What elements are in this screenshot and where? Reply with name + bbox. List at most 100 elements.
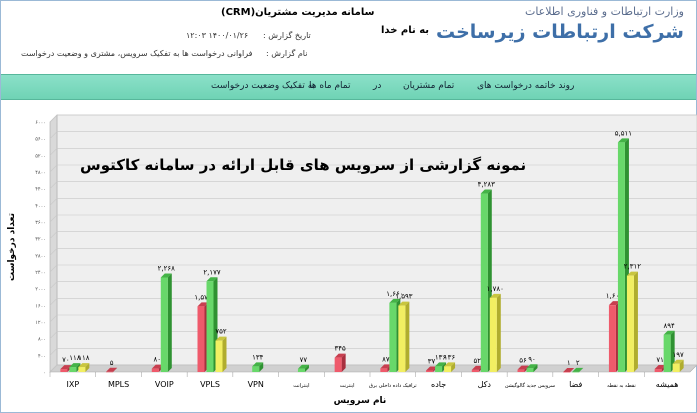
- report-date-value: ۱۴۰۰/۰۱/۲۶ ۱۲:۰۳: [186, 31, 249, 40]
- bar-top-face: [389, 298, 401, 303]
- x-category-label: VPN: [248, 380, 264, 389]
- bar-data-label: ۱,۵۷۶: [194, 293, 212, 301]
- y-tick-label: ۱۲۰۰: [35, 320, 46, 326]
- y-gridline-side: [49, 331, 58, 339]
- bar-data-label: ۲: [576, 359, 580, 367]
- bar: [435, 366, 443, 372]
- y-gridline-side: [49, 214, 58, 223]
- bar-top-face: [160, 273, 172, 278]
- filter-months[interactable]: تمام ماه ها: [309, 81, 351, 91]
- bar-data-label: ۱۳۶: [444, 353, 456, 361]
- y-tick-label: ۵۲۰۰: [35, 153, 46, 159]
- bar-side-face: [496, 293, 501, 372]
- x-category-label: VOIP: [155, 380, 174, 389]
- bar-data-label: ۵۲: [474, 357, 482, 365]
- bar-data-label: ۸۹۴: [664, 322, 676, 330]
- bar-top-face: [197, 302, 209, 307]
- y-tick-label: ۳۶۰۰: [35, 220, 46, 226]
- y-tick-label: ۳۲۰۰: [35, 237, 46, 243]
- bar-data-label: ۳۷: [428, 357, 436, 365]
- bar: [160, 277, 168, 372]
- bar-top-face: [617, 138, 629, 143]
- bar-side-face: [533, 364, 538, 372]
- bar-top-face: [663, 330, 675, 335]
- y-gridline-side: [49, 248, 58, 256]
- bar: [608, 305, 616, 372]
- bar: [654, 369, 662, 372]
- bar-top-face: [78, 363, 90, 368]
- y-tick-label: ۴۰۰: [38, 353, 46, 359]
- y-tick-label: ۱۶۰۰: [35, 303, 46, 309]
- y-tick-label: ۲۰۰۰: [35, 287, 46, 293]
- y-gridline-side: [49, 231, 58, 239]
- x-category-label: سرویس جدید گالوگیشن: [505, 382, 555, 389]
- filter-customers[interactable]: تمام مشتریان: [403, 81, 455, 91]
- x-category-label: فضا: [569, 380, 582, 389]
- filter-report-type[interactable]: روند خاتمه درخواست های: [477, 81, 575, 91]
- bar-top-face: [626, 271, 638, 276]
- y-tick-label: ۴۰۰۰: [35, 203, 46, 209]
- filter-status[interactable]: به تفکیک وضعیت درخواست: [211, 81, 316, 91]
- bar-top-face: [563, 367, 575, 372]
- bar: [215, 340, 223, 372]
- bar: [663, 334, 671, 372]
- y-gridline-side: [49, 114, 58, 123]
- bar-data-label: ۱۳۶: [435, 353, 447, 361]
- y-gridline-side: [49, 364, 58, 373]
- x-category-label: دکل: [478, 380, 492, 389]
- bismillah-text: به نام خدا: [381, 25, 430, 36]
- y-tick-label: ۲۸۰۰: [35, 253, 46, 259]
- bar-data-label: ۴,۲۸۳: [478, 181, 496, 189]
- bar-top-face: [444, 362, 456, 367]
- bar-top-face: [206, 277, 218, 282]
- bar-data-label: ۱۹۷: [673, 351, 685, 359]
- bar-data-label: ۱,۵۹۳: [395, 293, 413, 301]
- bar-data-label: ۵: [110, 359, 114, 367]
- bar-top-face: [489, 293, 501, 298]
- y-tick-label: ۲۴۰۰: [35, 270, 46, 276]
- y-gridline-side: [49, 164, 58, 173]
- bar: [489, 297, 497, 372]
- bar-side-face: [670, 330, 675, 372]
- report-date-label: تاریخ گزارش :: [263, 31, 311, 40]
- company-name: شرکت ارتباطات زیرساخت: [435, 21, 684, 43]
- bar-side-face: [341, 353, 346, 372]
- bar-data-label: ۹۰: [528, 355, 536, 363]
- bar-data-label: ۲,۱۷۷: [203, 268, 221, 276]
- bar: [572, 371, 580, 373]
- bar: [380, 368, 388, 372]
- bar-top-face: [151, 364, 163, 369]
- bar: [297, 368, 305, 372]
- x-category-label: ترافیک داده داخلی برق: [369, 383, 417, 389]
- bar: [252, 366, 260, 372]
- x-axis-title: نام سرویس: [334, 396, 387, 406]
- y-tick-label: ۶۰۰۰: [35, 120, 46, 126]
- bar-data-label: ۲,۲۶۸: [158, 265, 176, 273]
- x-category-label: IXP: [67, 380, 80, 389]
- y-tick-label: ۴۸۰۰: [35, 170, 46, 176]
- bar-data-label: ۱,۶۰۴: [606, 292, 624, 300]
- y-gridline-side: [49, 181, 58, 189]
- bar-top-face: [60, 365, 72, 370]
- bar-data-label: ۱۱۸: [78, 354, 90, 362]
- bar-side-face: [113, 367, 118, 372]
- bar: [563, 371, 571, 373]
- bar-data-label: ۱,۷۸۰: [487, 285, 504, 293]
- bar: [471, 369, 479, 372]
- bar: [617, 142, 625, 372]
- chart-floor: [49, 364, 697, 373]
- service-requests-bar-chart: ۰ ۴۰۰ ۸۰۰ ۱۲۰۰ ۱۶۰۰ ۲۰۰۰ ۲۴۰۰ ۲۸۰۰ ۳۲۰۰ ۳۶۰۰ ۴۰۰۰ ۴…: [7, 114, 697, 406]
- y-gridline-side: [49, 281, 58, 289]
- bar-data-label: ۱: [567, 359, 571, 367]
- bar: [672, 363, 680, 372]
- bar-top-face: [480, 189, 492, 194]
- bar-data-label: ۷۰: [62, 356, 70, 364]
- bar: [398, 305, 406, 372]
- bar-side-face: [405, 301, 410, 372]
- bar-top-face: [297, 364, 309, 369]
- report-filter-bar: روند خاتمه درخواست های تمام مشتریان در ت…: [1, 74, 696, 100]
- bar: [480, 193, 488, 372]
- bar-top-face: [672, 359, 684, 364]
- report-name-label: نام گزارش :: [266, 49, 308, 58]
- bar-top-face: [435, 362, 447, 367]
